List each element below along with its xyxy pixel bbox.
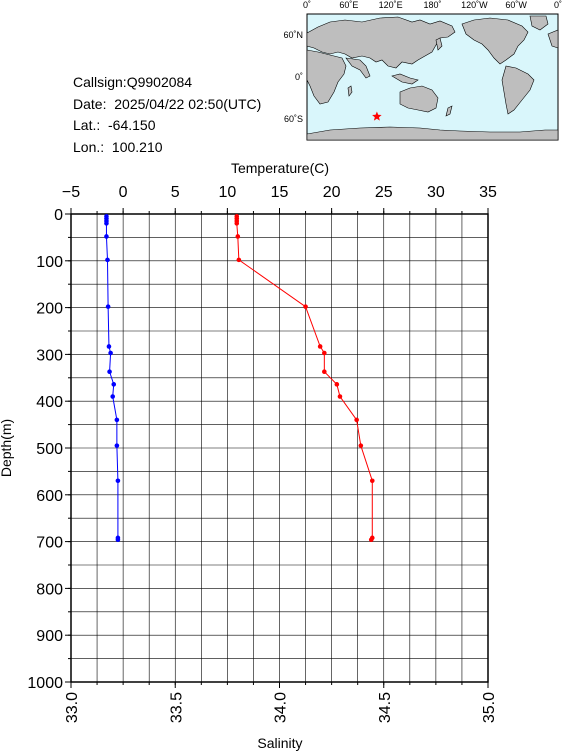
map-longitude-tick-label: 0˚ [554, 0, 562, 10]
temperature-tick-label: 10 [218, 184, 236, 201]
temperature-tick-label: −5 [62, 184, 80, 201]
depth-tick-label: 500 [36, 441, 63, 458]
temperature-tick-label: 35 [479, 184, 497, 201]
salinity-data-point [105, 304, 111, 309]
profile-info: Callsign:Q9902084 Date: 2025/04/22 02:50… [73, 72, 261, 158]
map-longitude-tick-label: 120˚W [461, 0, 488, 10]
salinity-tick-label: 34.5 [377, 692, 394, 723]
depth-axis-label: Depth(m) [0, 419, 14, 477]
chart-grid [70, 213, 489, 683]
salinity-data-point [114, 443, 120, 448]
land-greenland [529, 15, 549, 31]
series-layer [104, 214, 375, 543]
map-longitude-tick-label: 60˚W [505, 0, 527, 10]
callsign-text: Callsign:Q9902084 [73, 74, 193, 90]
depth-tick-label: 600 [36, 488, 63, 505]
salinity-data-point [114, 417, 120, 423]
salinity-data-point [104, 234, 109, 239]
depth-tick-label: 800 [36, 581, 63, 598]
depth-tick-label: 700 [36, 535, 63, 552]
temperature-data-point [303, 304, 308, 309]
salinity-data-point [105, 257, 110, 263]
salinity-data-point [104, 221, 109, 226]
temperature-data-point [369, 478, 375, 484]
temperature-data-point [234, 221, 240, 226]
temperature-data-point [337, 394, 343, 399]
salinity-tick-label: 33.5 [168, 692, 185, 723]
salinity-axis-ticks: 33.0 33.5 34.0 34.5 35.0 [64, 682, 498, 723]
temperature-tick-label: 20 [323, 184, 341, 201]
map-longitude-tick-label: 60˚E [339, 0, 358, 10]
land-india [345, 57, 371, 79]
land-eurasia [306, 16, 456, 69]
depth-axis-ticks: 0 100 200 300 400 500 600 700 800 900 1000 [27, 207, 71, 692]
salinity-tick-label: 33.0 [64, 692, 81, 723]
land-south-america [501, 65, 535, 115]
map-longitude-tick-label: 180˚ [423, 0, 441, 10]
salinity-data-point [106, 344, 112, 349]
map-latitude-tick-label: 60˚N [283, 30, 303, 40]
temperature-data-point [236, 257, 242, 263]
temperature-data-point [368, 537, 374, 543]
temperature-data-point [317, 344, 323, 349]
temperature-tick-label: 5 [171, 184, 180, 201]
temperature-data-point [358, 443, 364, 448]
land-new-zealand [445, 105, 453, 117]
map-latitude-tick-label: 0˚ [295, 72, 303, 82]
location-marker [372, 111, 382, 121]
depth-tick-label: 900 [36, 628, 63, 645]
temperature-data-point [322, 369, 327, 375]
depth-tick-label: 1000 [27, 675, 63, 692]
salinity-data-point [110, 394, 115, 399]
land-indonesia [391, 73, 419, 85]
longitude-text: Lon.: 100.210 [73, 138, 163, 155]
land-north-america [461, 17, 529, 65]
temperature-data-point [334, 382, 340, 387]
salinity-data-point [107, 369, 112, 375]
location-star-icon [372, 111, 382, 121]
salinity-data-point [115, 478, 121, 484]
temperature-data-point [322, 350, 327, 356]
land-australia [399, 85, 439, 113]
salinity-tick-label: 35.0 [481, 692, 498, 723]
depth-tick-label: 300 [36, 347, 63, 364]
land-africa [306, 49, 347, 105]
map-longitude-ticks: 0˚ 60˚E 120˚E 180˚ 120˚W 60˚W 0˚ [303, 0, 562, 10]
depth-tick-label: 400 [36, 394, 63, 411]
land-madagascar [347, 85, 353, 97]
temperature-data-point [354, 417, 359, 423]
depth-tick-label: 200 [36, 301, 63, 318]
salinity-data-point [111, 382, 117, 387]
salinity-data-point [108, 350, 113, 356]
depth-tick-label: 100 [36, 254, 63, 271]
map-longitude-tick-label: 0˚ [303, 0, 311, 10]
land-japan [435, 37, 443, 51]
map-land [306, 15, 559, 141]
map-longitude-tick-label: 120˚E [379, 0, 403, 10]
temperature-tick-label: 0 [119, 184, 128, 201]
land-antarctica [306, 126, 559, 141]
temperature-data-point [235, 234, 241, 239]
salinity-data-point [115, 537, 121, 543]
salinity-tick-label: 34.0 [273, 692, 290, 723]
map-latitude-tick-label: 60˚S [284, 114, 303, 124]
latitude-text: Lat.: -64.150 [73, 117, 156, 133]
temperature-tick-label: 30 [427, 184, 445, 201]
land-europe-west [547, 29, 559, 49]
salinity-axis-label: Salinity [257, 735, 302, 751]
temperature-tick-label: 25 [375, 184, 393, 201]
depth-tick-label: 0 [54, 207, 63, 224]
temperature-axis-ticks: −5 0 5 10 15 20 25 30 35 [62, 184, 497, 214]
date-text: Date: 2025/04/22 02:50(UTC) [73, 95, 262, 112]
temperature-tick-label: 15 [271, 184, 289, 201]
temperature-axis-label: Temperature(C) [231, 160, 329, 176]
